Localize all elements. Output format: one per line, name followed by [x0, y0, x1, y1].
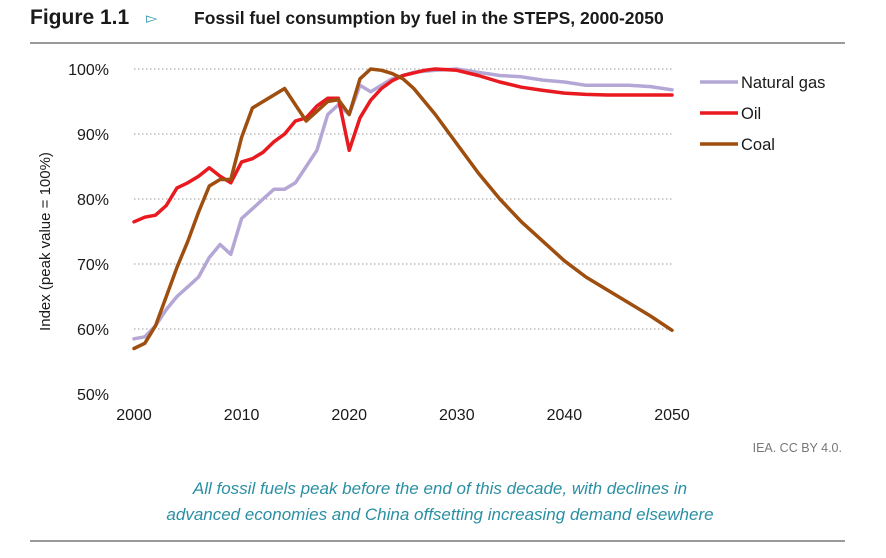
x-tick-label: 2050 — [654, 407, 690, 424]
figure-header: Figure 1.1 ▻ Fossil fuel consumption by … — [30, 6, 845, 36]
y-tick-label: 50% — [77, 387, 109, 404]
legend-label-coal: Coal — [741, 136, 775, 154]
series-line-coal — [132, 67, 674, 351]
triangle-right-icon: ▻ — [146, 10, 158, 27]
series-line-natural-gas — [132, 67, 674, 341]
x-tick-label: 2030 — [439, 407, 475, 424]
y-tick-label: 60% — [77, 322, 109, 339]
x-tick-label: 2000 — [116, 407, 152, 424]
x-tick-label: 2010 — [224, 407, 260, 424]
top-divider — [30, 42, 845, 44]
y-tick-label: 80% — [77, 192, 109, 209]
y-tick-label: 90% — [77, 127, 109, 144]
y-axis-label: Index (peak value = 100%) — [37, 152, 54, 331]
caption-line-2: advanced economies and China offsetting … — [166, 505, 714, 524]
legend-label-oil: Oil — [741, 105, 761, 123]
y-tick-label: 70% — [77, 257, 109, 274]
line-chart: 50% 60% 70% 80% 90% 100% 2000 2010 2020 2030 2040 2… — [37, 62, 825, 424]
legend-label-natural-gas: Natural gas — [741, 74, 825, 92]
figure-title: Fossil fuel consumption by fuel in the S… — [194, 8, 664, 28]
y-tick-label: 100% — [68, 62, 109, 79]
caption-line-1: All fossil fuels peak before the end of … — [192, 479, 688, 498]
source-credit: IEA. CC BY 4.0. — [752, 441, 842, 455]
figure-label: Figure 1.1 — [30, 6, 130, 29]
x-tick-label: 2020 — [331, 407, 367, 424]
bottom-divider — [30, 540, 845, 542]
x-tick-label: 2040 — [547, 407, 583, 424]
series-line-oil — [132, 67, 674, 224]
